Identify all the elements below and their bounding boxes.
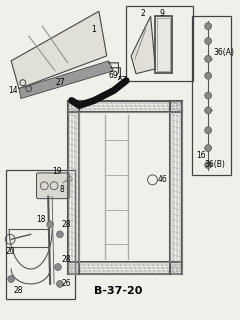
- Text: 18: 18: [36, 215, 46, 224]
- Circle shape: [205, 92, 211, 99]
- Circle shape: [205, 145, 211, 152]
- Bar: [126, 6, 192, 81]
- Circle shape: [205, 55, 211, 62]
- Text: 14: 14: [8, 86, 18, 95]
- Circle shape: [205, 72, 211, 79]
- Text: B-37-20: B-37-20: [94, 286, 143, 296]
- Text: 46: 46: [157, 175, 167, 184]
- Text: 2: 2: [141, 9, 146, 18]
- Text: 57: 57: [117, 76, 127, 85]
- Circle shape: [205, 23, 211, 30]
- Text: 28: 28: [13, 286, 23, 295]
- Circle shape: [47, 221, 54, 228]
- Text: 8: 8: [60, 185, 65, 194]
- FancyBboxPatch shape: [36, 173, 70, 199]
- Text: 36(A): 36(A): [213, 48, 234, 57]
- Polygon shape: [131, 16, 156, 74]
- Circle shape: [205, 127, 211, 134]
- Bar: [6, 170, 75, 299]
- Text: 20: 20: [5, 247, 15, 256]
- Polygon shape: [11, 11, 107, 89]
- Circle shape: [205, 37, 211, 44]
- Text: 26: 26: [62, 279, 72, 288]
- Text: 36(B): 36(B): [204, 160, 225, 170]
- Text: 28: 28: [62, 255, 71, 264]
- Text: 19: 19: [52, 167, 62, 176]
- Circle shape: [205, 162, 211, 168]
- Text: 9: 9: [159, 9, 164, 18]
- Text: 28: 28: [62, 220, 71, 229]
- Circle shape: [54, 264, 61, 270]
- Bar: [192, 16, 231, 175]
- Circle shape: [8, 276, 15, 283]
- Circle shape: [56, 231, 63, 238]
- Circle shape: [205, 107, 211, 114]
- Text: 27: 27: [55, 78, 65, 87]
- Text: 1: 1: [91, 25, 96, 34]
- Text: 69: 69: [109, 71, 118, 80]
- Circle shape: [56, 280, 63, 287]
- Polygon shape: [19, 61, 114, 99]
- Polygon shape: [156, 16, 172, 73]
- Text: 16: 16: [196, 150, 206, 160]
